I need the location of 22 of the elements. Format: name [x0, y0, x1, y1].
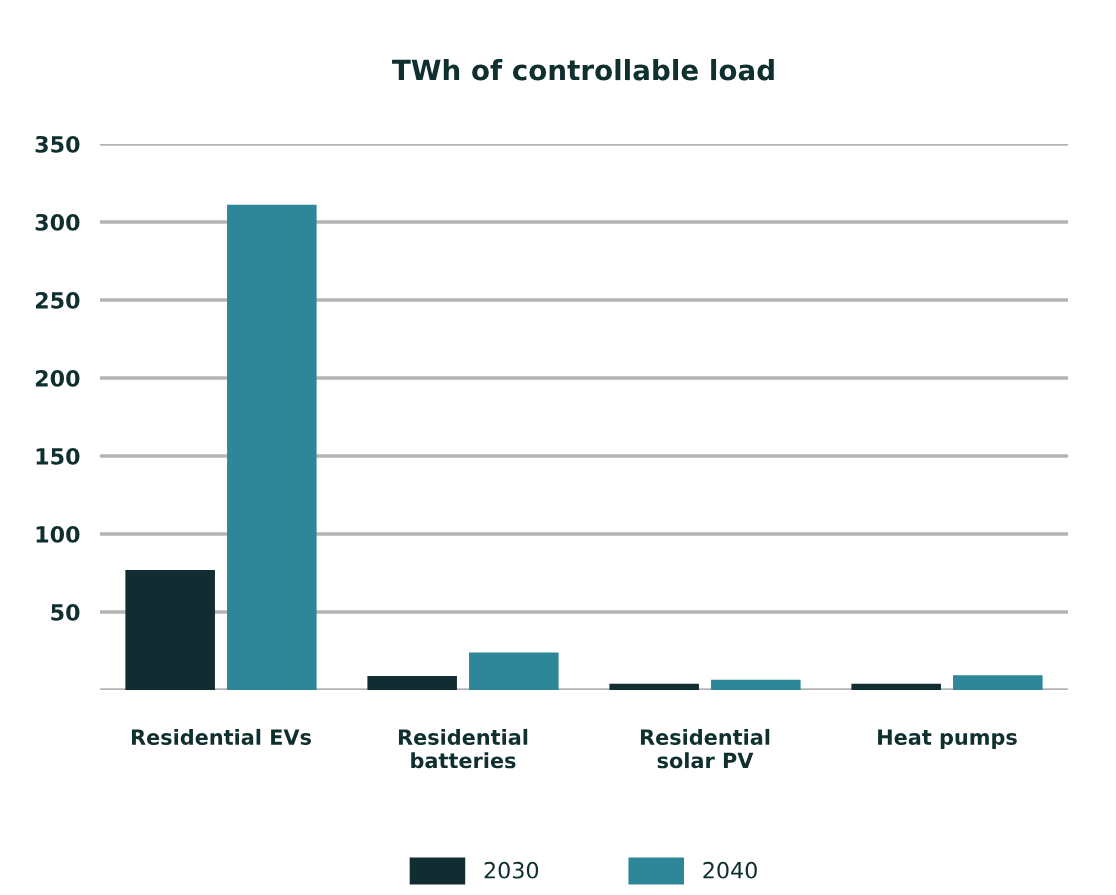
legend-label: 2040 — [703, 861, 757, 879]
bar — [367, 675, 457, 690]
legend-label: 2030 — [484, 861, 539, 879]
chart-title: TWh of controllable load — [392, 59, 774, 81]
bar — [953, 675, 1043, 690]
bar — [851, 683, 941, 690]
y-tick-label: 350 — [35, 135, 80, 153]
y-tick-label: 100 — [36, 525, 80, 543]
bar — [125, 569, 215, 690]
x-tick-label: Residential EVs — [131, 728, 311, 746]
x-tick-label: Residential solar PV — [640, 728, 770, 769]
x-tick-label: Heat pumps — [878, 729, 1017, 750]
bar — [711, 679, 801, 690]
bar — [227, 204, 317, 690]
bar — [469, 652, 559, 690]
bar — [609, 683, 699, 690]
y-tick-label: 200 — [35, 369, 80, 387]
y-tick-label: 250 — [35, 291, 80, 309]
y-tick-label: 300 — [35, 213, 80, 231]
y-tick-label: 50 — [51, 603, 80, 621]
y-tick-label: 150 — [36, 447, 80, 465]
x-tick-label: Residential batteries — [398, 728, 528, 769]
